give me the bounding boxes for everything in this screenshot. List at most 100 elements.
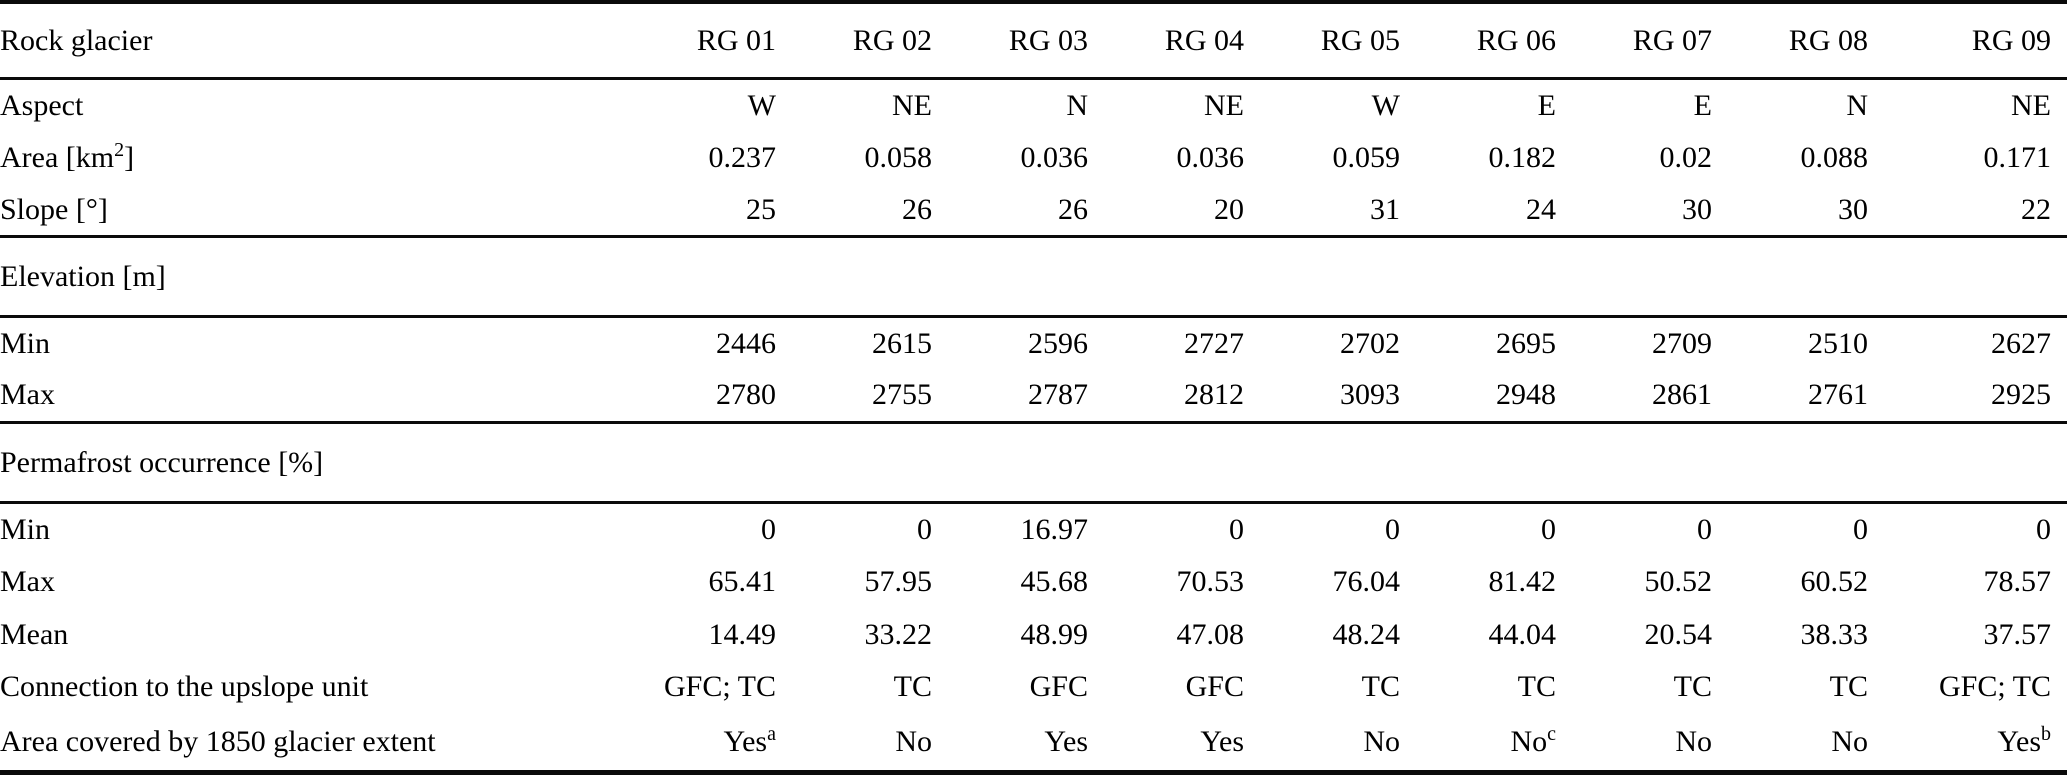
column-header: RG 03 xyxy=(1008,23,1088,57)
data-cell: 2861 xyxy=(1652,378,1712,412)
data-cell: TC xyxy=(1829,670,1868,704)
data-cell: 24 xyxy=(1526,192,1556,226)
data-cell: 20 xyxy=(1214,192,1244,226)
column-header: RG 02 xyxy=(852,23,932,57)
data-cell: 0.059 xyxy=(1332,140,1401,174)
superscript-note: a xyxy=(767,723,776,746)
data-cell: 0 xyxy=(761,512,776,546)
data-cell: 16.97 xyxy=(1020,512,1089,546)
data-cell: 0 xyxy=(1697,512,1712,546)
data-cell: 78.57 xyxy=(1983,564,2052,598)
section-header: Permafrost occurrence [%] xyxy=(0,445,324,479)
data-cell: TC xyxy=(1673,670,1712,704)
table-row: Min 0 0 16.97 0 0 0 0 0 0 xyxy=(0,502,2067,555)
data-cell: 0 xyxy=(1853,512,1868,546)
row-label: Min xyxy=(0,327,51,361)
table-row: Min 2446 2615 2596 2727 2702 2695 2709 2510 2627 xyxy=(0,317,2067,370)
data-cell: No xyxy=(1831,725,1868,759)
row-label: Area covered by 1850 glacier extent xyxy=(0,725,436,759)
table-row: Connection to the upslope unit GFC; TC TC G… xyxy=(0,661,2067,714)
data-cell: TC xyxy=(1517,670,1556,704)
data-cell: GFC; TC xyxy=(664,670,776,704)
row-label: Max xyxy=(0,378,55,412)
data-cell: Yes xyxy=(1044,725,1088,759)
data-cell: 2727 xyxy=(1184,327,1244,361)
data-cell: 3093 xyxy=(1340,378,1400,412)
data-cell: 2709 xyxy=(1652,327,1712,361)
data-cell: N xyxy=(1846,88,1868,122)
data-cell: 50.52 xyxy=(1644,564,1713,598)
data-cell: GFC; TC xyxy=(1939,670,2051,704)
data-cell: 0 xyxy=(1229,512,1244,546)
table-row: Aspect W NE N NE W E E N NE xyxy=(0,78,2067,131)
data-cell: 2787 xyxy=(1028,378,1088,412)
column-header: RG 05 xyxy=(1320,23,1400,57)
table-row: Slope [°] 25 26 26 20 31 24 30 30 22 xyxy=(0,184,2067,237)
data-cell: 47.08 xyxy=(1176,617,1245,651)
data-cell: 81.42 xyxy=(1488,564,1557,598)
data-cell: 0.182 xyxy=(1488,140,1557,174)
data-cell: 33.22 xyxy=(864,617,933,651)
superscript-note: 2 xyxy=(114,138,125,161)
data-cell: 2446 xyxy=(716,327,776,361)
data-cell: NE xyxy=(1204,88,1244,122)
data-cell: 2780 xyxy=(716,378,776,412)
header-row: Rock glacier RG 01 RG 02 RG 03 RG 04 RG 05 RG… xyxy=(0,2,2067,78)
data-cell: 2761 xyxy=(1808,378,1868,412)
data-cell: 0.036 xyxy=(1176,140,1245,174)
data-cell: 60.52 xyxy=(1800,564,1869,598)
column-header: RG 07 xyxy=(1632,23,1712,57)
data-cell: 48.99 xyxy=(1020,617,1089,651)
data-cell: 2510 xyxy=(1808,327,1868,361)
row-label: Area [km2] xyxy=(0,138,135,174)
data-cell: 0 xyxy=(1541,512,1556,546)
data-cell: 37.57 xyxy=(1983,617,2052,651)
data-cell: 0 xyxy=(917,512,932,546)
data-cell: 2702 xyxy=(1340,327,1400,361)
table-title-cell: Rock glacier xyxy=(0,23,153,57)
data-cell: 14.49 xyxy=(708,617,777,651)
column-header: RG 08 xyxy=(1788,23,1868,57)
table-row: Area [km2] 0.237 0.058 0.036 0.036 0.059 0.182… xyxy=(0,131,2067,184)
data-cell: Yesb xyxy=(1997,723,2051,759)
data-cell: 0 xyxy=(1385,512,1400,546)
data-cell: 0 xyxy=(2036,512,2051,546)
column-header: RG 04 xyxy=(1164,23,1244,57)
data-cell: 2695 xyxy=(1496,327,1556,361)
data-cell: 22 xyxy=(2021,192,2051,226)
table-row: Max 65.41 57.95 45.68 70.53 76.04 81.42 50.52 60… xyxy=(0,555,2067,608)
data-cell: 48.24 xyxy=(1332,617,1401,651)
table-row: Area covered by 1850 glacier extent Yesa N… xyxy=(0,713,2067,772)
section-header-row: Elevation [m] xyxy=(0,236,2067,317)
data-cell: 65.41 xyxy=(708,564,777,598)
data-cell: 0.036 xyxy=(1020,140,1089,174)
table-body: Aspect W NE N NE W E E N NE Area [km2] 0.237 0.058 0.… xyxy=(0,78,2067,773)
table-row: Max 2780 2755 2787 2812 3093 2948 2861 2761 2925 xyxy=(0,369,2067,422)
data-cell: 57.95 xyxy=(864,564,933,598)
data-cell: 2627 xyxy=(1991,327,2051,361)
row-label: Mean xyxy=(0,617,69,651)
row-label: Min xyxy=(0,512,51,546)
data-cell: 70.53 xyxy=(1176,564,1245,598)
data-cell: No xyxy=(1363,725,1400,759)
data-cell: 2925 xyxy=(1991,378,2051,412)
row-label: Aspect xyxy=(0,88,84,122)
data-cell: 76.04 xyxy=(1332,564,1401,598)
data-cell: 0.058 xyxy=(864,140,933,174)
data-cell: 38.33 xyxy=(1800,617,1869,651)
data-cell: No xyxy=(1675,725,1712,759)
superscript-note: b xyxy=(2041,723,2051,746)
data-cell: NE xyxy=(2011,88,2051,122)
data-cell: 2615 xyxy=(872,327,932,361)
data-cell: TC xyxy=(893,670,932,704)
data-cell: W xyxy=(1371,88,1400,122)
data-cell: 0.02 xyxy=(1659,140,1713,174)
data-cell: Yesa xyxy=(723,723,776,759)
data-cell: 2948 xyxy=(1496,378,1556,412)
row-label: Connection to the upslope unit xyxy=(0,670,369,704)
data-cell: 31 xyxy=(1370,192,1400,226)
data-cell: 20.54 xyxy=(1644,617,1713,651)
data-cell: W xyxy=(747,88,776,122)
data-cell: NE xyxy=(892,88,932,122)
column-header: RG 01 xyxy=(696,23,776,57)
